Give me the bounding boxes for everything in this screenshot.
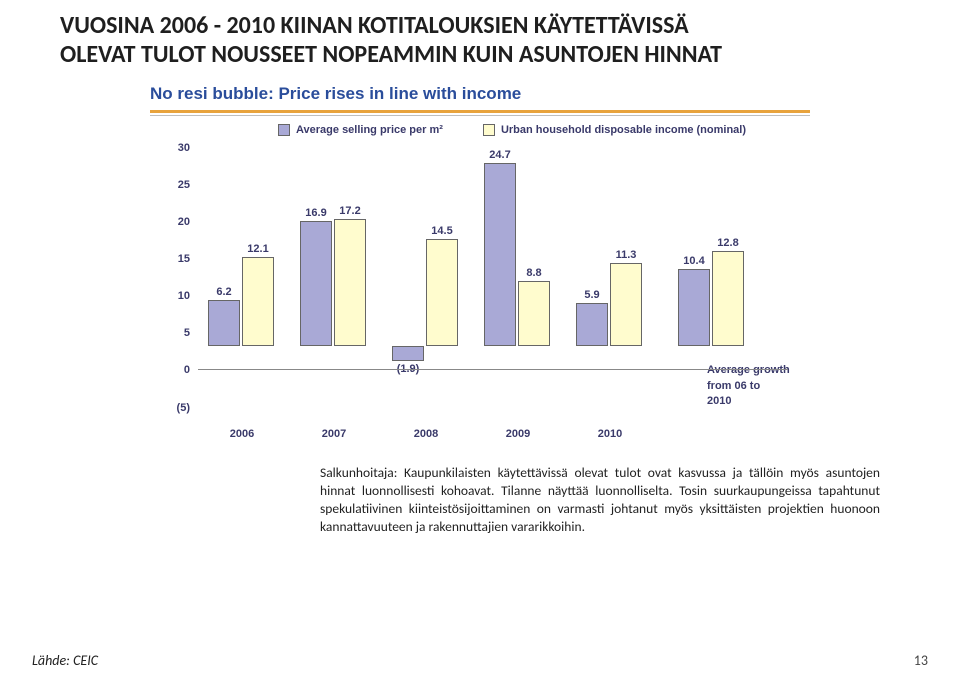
growth-bar <box>712 251 744 346</box>
x-tick-label: 2008 <box>380 428 472 440</box>
growth-bar-label: 12.8 <box>712 237 744 249</box>
bar <box>334 219 366 347</box>
legend-label: Average selling price per m² <box>296 124 443 136</box>
bar <box>426 239 458 347</box>
y-tick-label: 0 <box>150 364 190 376</box>
chart-rule <box>150 110 810 113</box>
chart-title: No resi bubble: Price rises in line with… <box>150 84 810 110</box>
slide-title: VUOSINA 2006 - 2010 KIINAN KOTITALOUKSIE… <box>0 0 960 76</box>
bar-value-label: 12.1 <box>242 243 274 255</box>
legend-item: Average selling price per m² <box>278 124 443 136</box>
y-tick-label: 5 <box>150 327 190 339</box>
bar-value-label: 24.7 <box>484 149 516 161</box>
source-label: Lähde: CEIC <box>32 652 98 669</box>
y-tick-label: (5) <box>150 402 190 414</box>
legend-swatch <box>483 124 495 136</box>
bar <box>242 257 274 347</box>
bar <box>518 281 550 346</box>
y-tick-label: 25 <box>150 179 190 191</box>
body-text: Salkunhoitaja: Kaupunkilaisten käytettäv… <box>320 464 880 537</box>
title-line-1: VUOSINA 2006 - 2010 KIINAN KOTITALOUKSIE… <box>60 11 689 40</box>
x-tick-label: 2007 <box>288 428 380 440</box>
chart-container: No resi bubble: Price rises in line with… <box>150 84 810 446</box>
bar <box>392 346 424 360</box>
chart-area: Average selling price per m² Urban househ… <box>150 116 810 446</box>
page-number: 13 <box>914 652 928 669</box>
x-tick-label: 2009 <box>472 428 564 440</box>
growth-label-3: 2010 <box>707 395 731 407</box>
bar <box>610 263 642 347</box>
legend-item: Urban household disposable income (nomin… <box>483 124 746 136</box>
legend-swatch <box>278 124 290 136</box>
x-tick-label: 2006 <box>196 428 288 440</box>
bar-value-label: 8.8 <box>518 267 550 279</box>
bar-value-label: 11.3 <box>610 249 642 261</box>
growth-bar <box>678 269 710 346</box>
bar-value-label: 5.9 <box>576 289 608 301</box>
x-tick-label: 2010 <box>564 428 656 440</box>
bar <box>208 300 240 346</box>
y-tick-label: 20 <box>150 216 190 228</box>
y-tick-label: 10 <box>150 290 190 302</box>
growth-label-2: from 06 to <box>707 380 760 392</box>
y-tick-label: 30 <box>150 142 190 154</box>
legend-label: Urban household disposable income (nomin… <box>501 124 746 136</box>
bar-value-label: 17.2 <box>334 205 366 217</box>
legend: Average selling price per m² Urban househ… <box>278 124 746 136</box>
bar <box>484 163 516 346</box>
growth-bar-label: 10.4 <box>678 255 710 267</box>
title-line-2: OLEVAT TULOT NOUSSEET NOPEAMMIN KUIN ASU… <box>60 40 722 69</box>
bar <box>576 303 608 347</box>
y-tick-label: 15 <box>150 253 190 265</box>
bar <box>300 221 332 347</box>
bar-value-label: 14.5 <box>426 225 458 237</box>
bar-value-label: 6.2 <box>208 286 240 298</box>
bar-value-label: 16.9 <box>300 207 332 219</box>
baseline <box>198 369 788 370</box>
